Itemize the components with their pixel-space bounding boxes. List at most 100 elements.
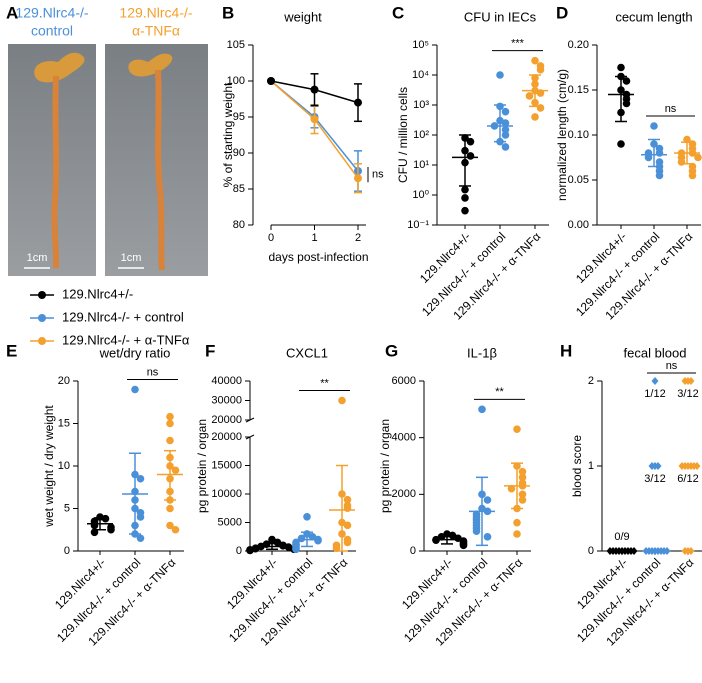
y-tick-label: 4000 [392, 432, 416, 444]
point [693, 462, 701, 470]
legend-label: 129.Nlrc4+/- [62, 286, 133, 301]
count-label: 1/12 [644, 388, 665, 400]
photo: 1cm 1cm 129.Nlrc4-/- control 129.Nlrc4-/… [8, 5, 208, 276]
photo-label: 129.Nlrc4-/- [119, 5, 192, 21]
point [654, 462, 662, 470]
point [536, 104, 545, 112]
y-axis-label: CFU / million cells [396, 87, 410, 183]
point [644, 153, 653, 162]
point [310, 115, 319, 124]
chart-title: cecum length [615, 9, 692, 24]
point [171, 466, 180, 475]
y-tick-label: 0.05 [568, 174, 589, 186]
point [651, 377, 659, 385]
point [466, 152, 475, 160]
y-tick-label: 6000 [392, 375, 416, 387]
y-tick-label: 0 [588, 545, 594, 557]
y-tick-label: 90 [233, 147, 245, 159]
point [617, 140, 625, 148]
point [478, 405, 486, 414]
y-tick-label: 30000 [211, 394, 242, 406]
point [343, 504, 352, 513]
point [501, 131, 510, 139]
point [681, 377, 689, 385]
point [622, 99, 631, 108]
count-label: 0/9 [614, 531, 629, 543]
point [687, 377, 695, 385]
point [663, 547, 671, 555]
panel-letter: E [6, 341, 17, 360]
point [297, 534, 306, 543]
point [694, 153, 702, 162]
point [507, 484, 516, 493]
annotation: ns [666, 360, 678, 372]
y-tick-label: 20000 [211, 414, 242, 426]
point [166, 436, 174, 445]
x-tick-label: 1 [311, 232, 317, 244]
point [461, 194, 469, 202]
point [343, 521, 352, 530]
y-tick-label: 10 [58, 460, 70, 472]
point [531, 113, 539, 121]
y-axis-label: normalized length (cm/g) [555, 69, 569, 201]
point [303, 513, 311, 521]
colon-left [51, 75, 60, 269]
y-tick-label: 10² [413, 129, 429, 141]
point [461, 185, 469, 194]
y-tick-label: 105 [227, 39, 245, 51]
point [501, 125, 510, 134]
y-tick-label: 15000 [211, 459, 242, 471]
point [136, 474, 145, 483]
y-tick-label: 0.20 [568, 39, 589, 51]
y-tick-label: 10⁰ [412, 189, 429, 201]
y-tick-label: 10⁻¹ [407, 219, 429, 231]
y-tick-label: 15 [58, 417, 70, 429]
y-tick-label: 0.15 [568, 84, 589, 96]
y-tick-label: 0 [64, 545, 70, 557]
point [292, 545, 300, 554]
y-tick-label: 10⁴ [412, 69, 429, 81]
y-tick-label: 10¹ [413, 159, 429, 171]
y-tick-label: 0 [410, 545, 416, 557]
y-axis-label: blood score [570, 435, 584, 497]
colon-right [155, 69, 165, 271]
annotation: ** [320, 377, 329, 389]
point [531, 56, 539, 65]
point [90, 521, 99, 530]
y-tick-label: 10000 [211, 488, 242, 500]
x-axis-label: days post-infection [268, 250, 368, 264]
y-tick-label: 5000 [218, 516, 242, 528]
count-label: 3/12 [644, 473, 665, 485]
photo-label: control [31, 23, 73, 39]
legend-label: 129.Nlrc4-/- + α-TNFα [62, 332, 190, 347]
point [496, 71, 504, 79]
chart-title: CFU in IECs [464, 9, 537, 24]
y-axis-label: pg protein / organ [378, 419, 392, 513]
chart-title: wet/dry ratio [99, 345, 171, 360]
cecum-right [128, 53, 173, 77]
legend-label: 129.Nlrc4-/- + control [62, 309, 184, 324]
point [622, 77, 631, 85]
point [683, 135, 691, 144]
point [267, 77, 275, 85]
point [687, 547, 695, 555]
point [166, 521, 174, 530]
chart-title: fecal blood [624, 345, 687, 360]
point [466, 137, 475, 146]
point [518, 467, 527, 476]
axis-break [245, 417, 255, 423]
point [166, 504, 174, 513]
point [354, 98, 362, 107]
cecum-left [34, 52, 85, 83]
y-tick-label: 20000 [211, 431, 242, 443]
point [518, 473, 527, 482]
point [642, 547, 650, 555]
point [513, 518, 521, 527]
y-axis-label: wet weight / dry weight [42, 405, 56, 528]
point [246, 546, 254, 555]
point [171, 525, 180, 534]
y-tick-label: 85 [233, 183, 245, 195]
point [354, 174, 362, 183]
point [648, 462, 656, 470]
chart-title: weight [283, 9, 322, 24]
